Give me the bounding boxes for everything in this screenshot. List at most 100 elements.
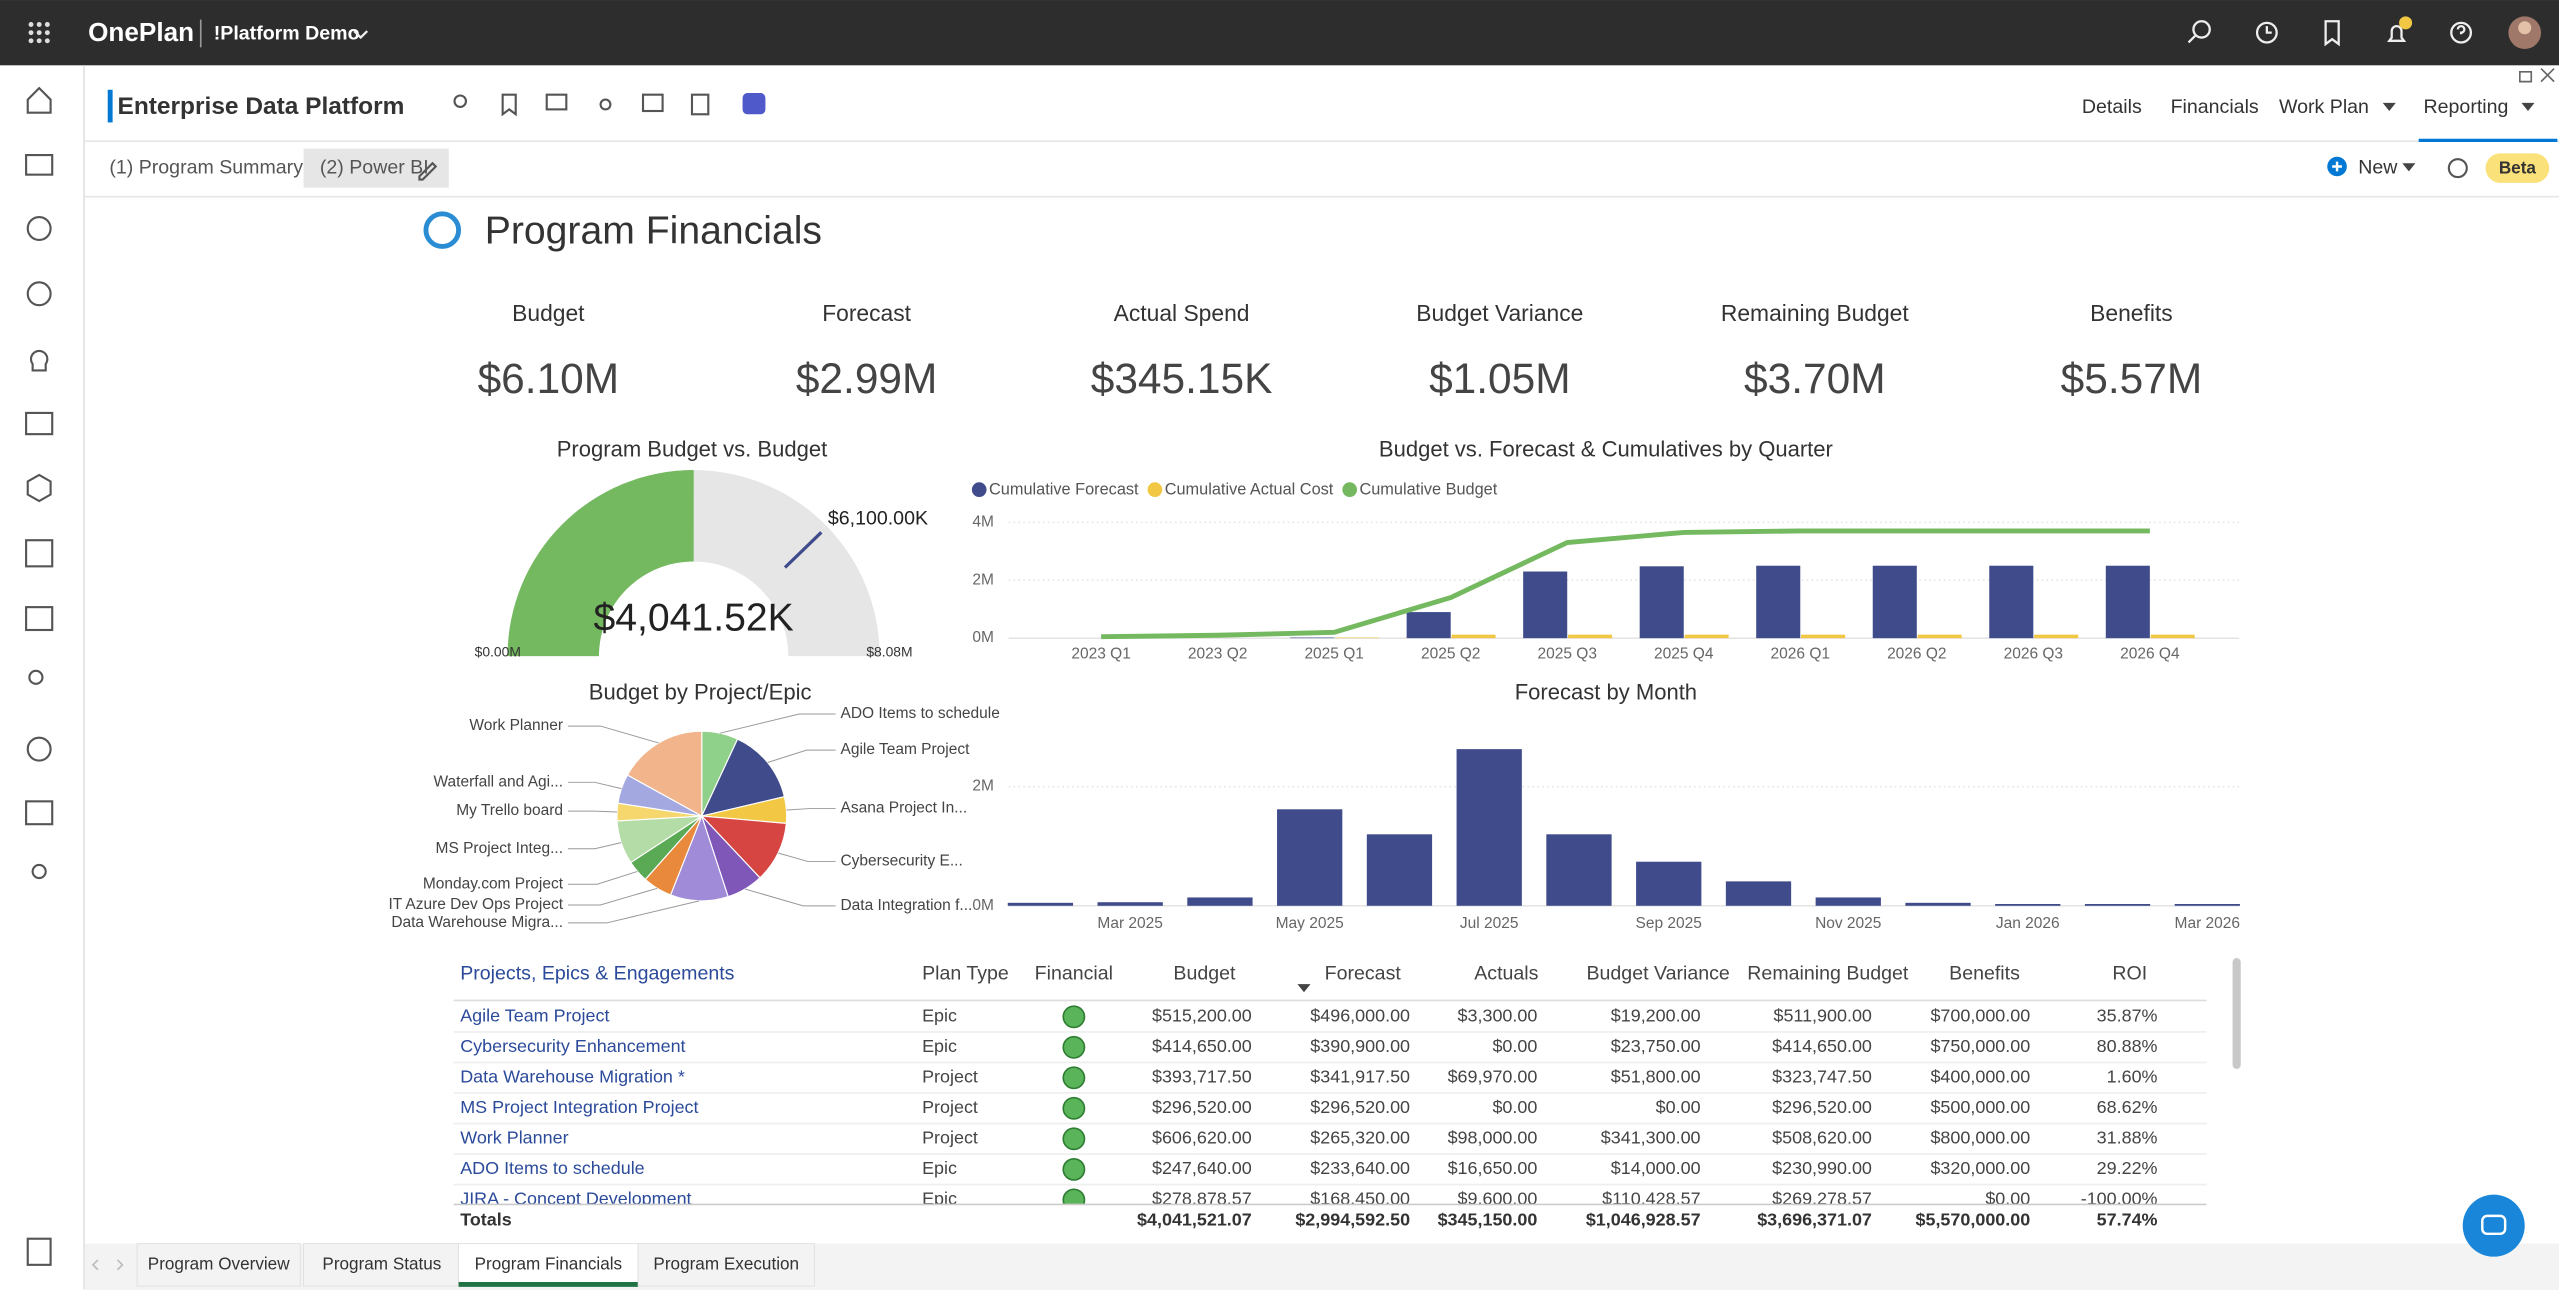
app-launcher[interactable] bbox=[28, 22, 50, 44]
active-page-tab[interactable] bbox=[458, 1243, 639, 1287]
column-header[interactable]: Actuals bbox=[1474, 963, 1538, 985]
total-cell: Totals bbox=[460, 1210, 512, 1230]
nav-link[interactable]: Financials bbox=[2171, 96, 2259, 118]
action-share[interactable] bbox=[599, 98, 612, 111]
financial-status bbox=[1062, 1157, 1086, 1181]
action-report[interactable] bbox=[690, 93, 710, 116]
cell: $168,450.00 bbox=[1310, 1189, 1410, 1209]
cell: $0.00 bbox=[1492, 1036, 1537, 1056]
cell: $414,650.00 bbox=[1152, 1036, 1252, 1056]
x-tick-label: 2023 Q1 bbox=[1071, 646, 1130, 663]
nav-time[interactable] bbox=[26, 216, 52, 241]
row-name-link[interactable]: Work Planner bbox=[460, 1128, 568, 1148]
nav-analytics[interactable] bbox=[26, 736, 52, 762]
history-icon[interactable] bbox=[2255, 21, 2278, 44]
column-header[interactable]: Plan Type bbox=[922, 963, 1009, 985]
action-assign[interactable] bbox=[453, 94, 468, 108]
column-header[interactable]: Projects, Epics & Engagements bbox=[460, 963, 734, 985]
column-header[interactable]: Budget Variance bbox=[1586, 963, 1729, 985]
column-header[interactable]: Financial bbox=[1035, 963, 1113, 985]
bar bbox=[2034, 634, 2079, 639]
page-tab-label[interactable]: Program Execution bbox=[653, 1253, 799, 1273]
column-header[interactable]: Forecast bbox=[1325, 963, 1402, 985]
total-cell: $2,994,592.50 bbox=[1295, 1210, 1410, 1230]
nav-boards[interactable] bbox=[25, 539, 54, 568]
notifications-icon[interactable] bbox=[2386, 16, 2413, 42]
nav-products[interactable] bbox=[26, 473, 52, 503]
row-name-link[interactable]: JIRA - Concept Development bbox=[460, 1189, 691, 1209]
pie-label: Asana Project In... bbox=[840, 800, 967, 817]
nav-reports[interactable] bbox=[25, 606, 54, 632]
row-name-link[interactable]: ADO Items to schedule bbox=[460, 1158, 644, 1178]
row-name-link[interactable]: Cybersecurity Enhancement bbox=[460, 1036, 685, 1056]
nav-goals[interactable] bbox=[26, 281, 52, 307]
page-tab[interactable] bbox=[637, 1243, 815, 1287]
nav-people[interactable] bbox=[28, 669, 44, 685]
financial-status bbox=[1062, 1005, 1086, 1029]
page-tab-label[interactable]: Program Financials bbox=[475, 1253, 623, 1273]
cell: $265,320.00 bbox=[1310, 1128, 1410, 1148]
x-tick-label: 2026 Q1 bbox=[1771, 646, 1830, 663]
nav-link[interactable]: Details bbox=[2082, 96, 2142, 118]
cell: Epic bbox=[922, 1006, 957, 1026]
search-icon[interactable] bbox=[2187, 20, 2211, 44]
cell: 68.62% bbox=[2097, 1097, 2158, 1117]
tab-scroll-arrows[interactable] bbox=[91, 1259, 124, 1271]
x-tick-label: 2026 Q2 bbox=[1887, 646, 1946, 663]
workspace-chevron[interactable] bbox=[353, 30, 369, 40]
cell: $393,717.50 bbox=[1152, 1067, 1252, 1087]
cell: $296,520.00 bbox=[1152, 1097, 1252, 1117]
bar bbox=[1007, 902, 1074, 906]
nav-portfolio[interactable] bbox=[25, 154, 54, 176]
action-comment[interactable] bbox=[545, 93, 568, 111]
new-caret[interactable] bbox=[2402, 163, 2416, 172]
refresh-icon[interactable] bbox=[2447, 158, 2468, 179]
nav-caret[interactable] bbox=[2521, 102, 2535, 112]
kpi-value: $1.05M bbox=[1429, 355, 1571, 402]
nav-profile[interactable] bbox=[31, 863, 47, 880]
pie-label: Waterfall and Agi... bbox=[434, 773, 564, 790]
window-controls[interactable] bbox=[2519, 67, 2555, 83]
column-header[interactable]: ROI bbox=[2112, 963, 2147, 985]
chat-assistant[interactable] bbox=[2462, 1194, 2525, 1257]
sort-indicator[interactable] bbox=[1297, 984, 1311, 993]
cell: $19,200.00 bbox=[1611, 1006, 1701, 1026]
nav-caret[interactable] bbox=[2382, 102, 2396, 112]
tab[interactable]: (1) Program Summary bbox=[109, 156, 303, 178]
nav-resources[interactable] bbox=[25, 411, 54, 436]
nav-programs[interactable] bbox=[25, 800, 54, 826]
row-name-link[interactable]: Data Warehouse Migration * bbox=[460, 1067, 685, 1087]
nav-link[interactable]: Reporting bbox=[2424, 96, 2509, 118]
tab[interactable]: (2) Power BI bbox=[320, 156, 429, 178]
bar bbox=[1917, 634, 1962, 639]
column-header[interactable]: Benefits bbox=[1949, 963, 2020, 985]
new-button[interactable]: New bbox=[2358, 156, 2398, 178]
app-name[interactable]: OnePlan bbox=[88, 17, 194, 47]
row-name-link[interactable]: Agile Team Project bbox=[460, 1006, 609, 1026]
edit-icon[interactable] bbox=[418, 161, 438, 181]
action-bookmark[interactable] bbox=[501, 93, 517, 117]
bookmark-icon[interactable] bbox=[2324, 20, 2340, 47]
user-avatar[interactable] bbox=[2508, 16, 2542, 49]
cell: $3,300.00 bbox=[1458, 1006, 1538, 1026]
nav-ideas[interactable] bbox=[29, 349, 49, 372]
x-tick-label: 2025 Q2 bbox=[1421, 646, 1480, 663]
page-tab[interactable] bbox=[136, 1243, 301, 1287]
page-tab-label[interactable]: Program Status bbox=[322, 1253, 441, 1273]
cell: $14,000.00 bbox=[1611, 1158, 1701, 1178]
report-title: Program Financials bbox=[485, 210, 822, 253]
nav-link[interactable]: Work Plan bbox=[2279, 96, 2369, 118]
page-tab-label[interactable]: Program Overview bbox=[148, 1253, 290, 1273]
scrollbar[interactable] bbox=[2232, 958, 2241, 1069]
help-icon[interactable] bbox=[2450, 21, 2473, 44]
page-tab[interactable] bbox=[303, 1243, 461, 1287]
action-chat[interactable] bbox=[641, 93, 664, 113]
active-tab[interactable] bbox=[303, 148, 449, 188]
column-header[interactable]: Budget bbox=[1173, 963, 1236, 985]
nav-expand[interactable] bbox=[26, 1237, 52, 1266]
nav-home[interactable] bbox=[26, 86, 52, 114]
row-name-link[interactable]: MS Project Integration Project bbox=[460, 1097, 698, 1117]
teams-icon[interactable] bbox=[742, 93, 766, 115]
workspace-name[interactable]: !Platform Demo bbox=[214, 22, 360, 44]
column-header[interactable]: Remaining Budget bbox=[1747, 963, 1909, 985]
